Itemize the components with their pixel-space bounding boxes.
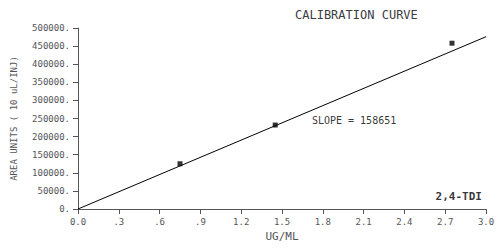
svg-text:1.5: 1.5 [274,217,290,227]
svg-text:100000.: 100000. [32,168,70,178]
svg-text:.6: .6 [154,217,165,227]
svg-text:AREA UNITS ( 10 uL/INJ): AREA UNITS ( 10 uL/INJ) [9,56,19,181]
svg-text:2.7: 2.7 [437,217,453,227]
svg-text:50000.: 50000. [37,186,70,196]
svg-text:450000.: 450000. [32,41,70,51]
svg-text:350000.: 350000. [32,77,70,87]
svg-text:500000.: 500000. [32,23,70,33]
svg-text:150000.: 150000. [32,150,70,160]
svg-text:250000.: 250000. [32,114,70,124]
svg-text:CALIBRATION CURVE: CALIBRATION CURVE [295,8,418,22]
svg-text:2,4-TDI: 2,4-TDI [436,190,482,203]
svg-text:SLOPE = 158651: SLOPE = 158651 [312,115,396,126]
svg-text:300000.: 300000. [32,95,70,105]
svg-text:2.4: 2.4 [396,217,412,227]
svg-text:0.0: 0.0 [70,217,86,227]
svg-text:1.8: 1.8 [315,217,331,227]
svg-text:0.: 0. [59,204,70,214]
svg-text:UG/ML: UG/ML [265,230,298,243]
svg-text:2.1: 2.1 [355,217,371,227]
svg-text:200000.: 200000. [32,132,70,142]
svg-text:400000.: 400000. [32,59,70,69]
svg-text:.3: .3 [113,217,124,227]
svg-text:1.2: 1.2 [233,217,249,227]
svg-text:.9: .9 [195,217,206,227]
svg-text:3.0: 3.0 [478,217,494,227]
